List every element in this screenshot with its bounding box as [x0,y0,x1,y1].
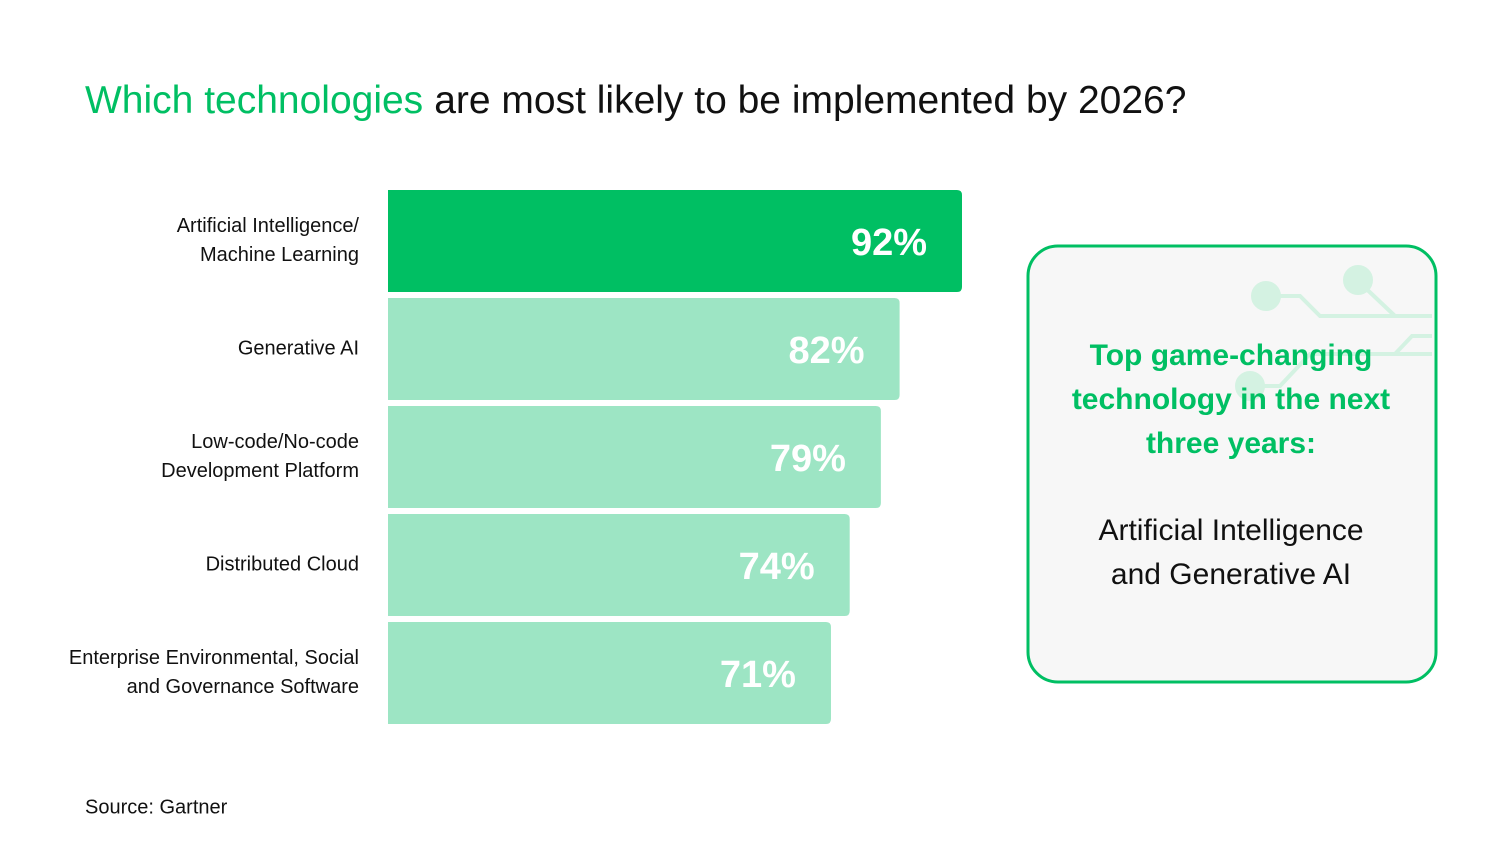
value-label: 92% [851,222,927,264]
value-label: 79% [770,438,846,480]
category-label: Development Platform [161,460,359,482]
value-label: 71% [720,654,796,696]
callout-heading: Top game-changing [1090,339,1373,372]
title-highlight: Which technologies [85,79,423,122]
value-label: 82% [789,330,865,372]
category-label: Low-code/No-code [191,431,359,453]
chart-title: Which technologies are most likely to be … [85,79,1186,122]
category-label: Distributed Cloud [206,553,359,575]
callout-body: and Generative AI [1111,558,1351,591]
bar [388,190,962,292]
title-rest: are most likely to be implemented by 202… [434,79,1186,122]
bar [388,406,881,508]
category-label: Machine Learning [200,244,359,266]
bar [388,514,850,616]
category-label: Generative AI [238,337,359,359]
category-label: Artificial Intelligence/ [177,215,360,237]
category-label: Enterprise Environmental, Social [69,647,359,669]
callout-heading: technology in the next [1072,383,1390,416]
bar [388,298,900,400]
callout-box [1026,244,1438,684]
category-label: and Governance Software [127,676,359,698]
callout-heading: three years: [1146,427,1316,460]
source: Source: Gartner [85,796,228,818]
bar [388,622,831,724]
circuit-decoration [1235,265,1432,401]
value-label: 74% [739,546,815,588]
callout-body: Artificial Intelligence [1098,514,1363,547]
